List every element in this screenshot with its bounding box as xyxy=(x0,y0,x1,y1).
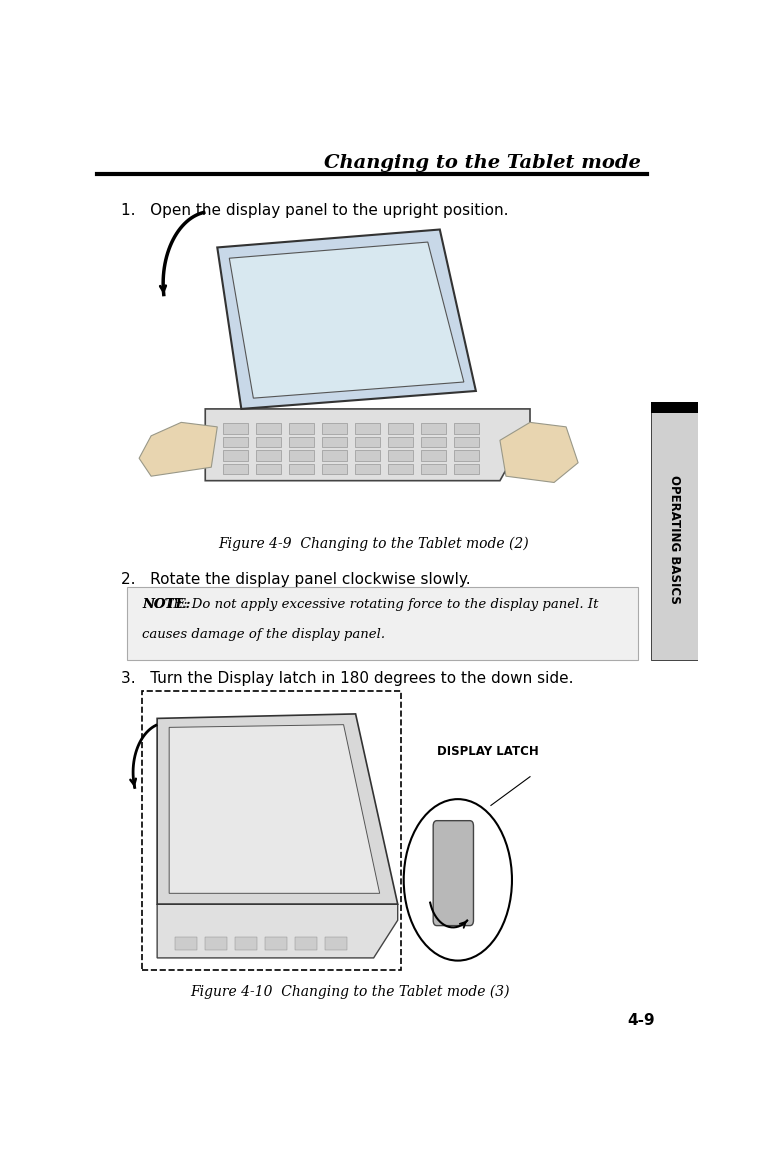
FancyBboxPatch shape xyxy=(355,464,380,474)
FancyBboxPatch shape xyxy=(127,586,638,661)
Polygon shape xyxy=(205,409,530,481)
FancyBboxPatch shape xyxy=(322,437,347,447)
Text: DISPLAY LATCH: DISPLAY LATCH xyxy=(437,746,539,758)
FancyBboxPatch shape xyxy=(223,437,248,447)
FancyBboxPatch shape xyxy=(256,450,281,461)
FancyBboxPatch shape xyxy=(133,212,626,508)
Polygon shape xyxy=(217,230,476,409)
FancyBboxPatch shape xyxy=(223,464,248,474)
Polygon shape xyxy=(157,714,397,904)
Text: 3.   Turn the Display latch in 180 degrees to the down side.: 3. Turn the Display latch in 180 degrees… xyxy=(121,671,573,686)
Circle shape xyxy=(404,799,512,961)
Text: causes damage of the display panel.: causes damage of the display panel. xyxy=(142,628,385,641)
FancyBboxPatch shape xyxy=(256,423,281,435)
FancyBboxPatch shape xyxy=(234,938,257,949)
Text: 1.   Open the display panel to the upright position.: 1. Open the display panel to the upright… xyxy=(121,203,508,218)
FancyBboxPatch shape xyxy=(355,423,380,435)
FancyBboxPatch shape xyxy=(388,464,414,474)
FancyBboxPatch shape xyxy=(652,409,698,661)
Polygon shape xyxy=(157,904,397,958)
Text: OPERATING BASICS: OPERATING BASICS xyxy=(668,474,681,603)
Text: NOTE: Do not apply excessive rotating force to the display panel. It: NOTE: Do not apply excessive rotating fo… xyxy=(142,598,598,612)
FancyBboxPatch shape xyxy=(289,437,314,447)
FancyBboxPatch shape xyxy=(322,464,347,474)
FancyBboxPatch shape xyxy=(223,450,248,461)
Text: NOTE:: NOTE: xyxy=(142,598,191,612)
FancyBboxPatch shape xyxy=(322,423,347,435)
Text: 2.   Rotate the display panel clockwise slowly.: 2. Rotate the display panel clockwise sl… xyxy=(121,572,471,587)
FancyBboxPatch shape xyxy=(388,437,414,447)
Polygon shape xyxy=(169,725,379,894)
FancyBboxPatch shape xyxy=(142,692,400,969)
Text: Figure 4-9  Changing to the Tablet mode (2): Figure 4-9 Changing to the Tablet mode (… xyxy=(218,536,529,551)
Polygon shape xyxy=(139,423,217,476)
Polygon shape xyxy=(230,242,464,398)
FancyBboxPatch shape xyxy=(652,402,698,414)
FancyBboxPatch shape xyxy=(454,437,480,447)
FancyBboxPatch shape xyxy=(421,437,446,447)
FancyBboxPatch shape xyxy=(355,450,380,461)
FancyBboxPatch shape xyxy=(421,464,446,474)
FancyBboxPatch shape xyxy=(454,450,480,461)
FancyBboxPatch shape xyxy=(289,423,314,435)
FancyBboxPatch shape xyxy=(454,464,480,474)
FancyBboxPatch shape xyxy=(355,437,380,447)
FancyBboxPatch shape xyxy=(454,423,480,435)
FancyBboxPatch shape xyxy=(256,437,281,447)
FancyBboxPatch shape xyxy=(295,938,317,949)
FancyBboxPatch shape xyxy=(433,820,473,926)
FancyBboxPatch shape xyxy=(325,938,347,949)
Polygon shape xyxy=(500,423,578,482)
FancyBboxPatch shape xyxy=(205,938,227,949)
FancyBboxPatch shape xyxy=(388,423,414,435)
FancyBboxPatch shape xyxy=(289,450,314,461)
FancyBboxPatch shape xyxy=(322,450,347,461)
Text: Figure 4-10  Changing to the Tablet mode (3): Figure 4-10 Changing to the Tablet mode … xyxy=(190,984,509,1000)
FancyBboxPatch shape xyxy=(421,450,446,461)
FancyBboxPatch shape xyxy=(421,423,446,435)
FancyBboxPatch shape xyxy=(256,464,281,474)
FancyBboxPatch shape xyxy=(175,938,197,949)
Text: 4-9: 4-9 xyxy=(628,1014,655,1029)
FancyBboxPatch shape xyxy=(265,938,287,949)
FancyBboxPatch shape xyxy=(289,464,314,474)
FancyBboxPatch shape xyxy=(223,423,248,435)
Text: Changing to the Tablet mode: Changing to the Tablet mode xyxy=(324,154,641,172)
FancyBboxPatch shape xyxy=(388,450,414,461)
